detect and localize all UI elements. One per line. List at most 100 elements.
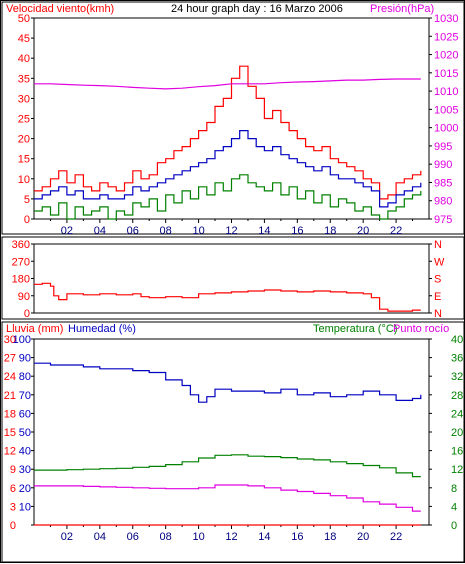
wind-xtick-label: 08 [160,225,172,237]
climate-xtick-label: 08 [160,531,172,543]
rain-axis-label: Lluvia (mm) [6,323,63,335]
pressure-axis-tick-label: 1010 [434,86,458,98]
pressure-axis-tick-label: 1000 [434,123,458,135]
compass-axis-tick-label: S [434,274,441,286]
climate-xtick-label: 10 [192,531,204,543]
wind-axis-tick-label: 10 [18,174,30,186]
temp-axis-tick-label: 16 [451,446,463,458]
wind-xtick-label: 12 [225,225,237,237]
series-min [34,174,422,220]
dew-point-axis-label: Punto rocío [393,323,449,335]
climate-xtick-label: 06 [127,531,139,543]
climate-xtick-label: 16 [291,531,303,543]
temp-axis-tick-label: 20 [451,427,463,439]
pressure-axis-tick-label: 1025 [434,31,458,43]
panel-3-frame [1,321,465,563]
panel-1-frame [1,1,465,235]
series-temp [34,454,421,478]
wind-axis-tick-label: 50 [18,13,30,25]
series-direction [34,282,421,312]
rain-axis-tick-label: 30 [4,334,16,346]
humidity-axis-tick-label: 90 [19,353,31,365]
temp-axis-tick-label: 32 [451,371,463,383]
wind-axis-tick-label: 5 [24,194,30,206]
pressure-axis-tick-label: 1020 [434,50,458,62]
climate-xtick-label: 22 [390,531,402,543]
direction-axis-tick-label: 180 [12,274,30,286]
wind-xtick-label: 10 [192,225,204,237]
direction-plot-area [33,243,430,314]
pressure-axis-tick-label: 985 [434,177,452,189]
wind-xtick-label: 14 [258,225,270,237]
humidity-axis-tick-label: 20 [19,483,31,495]
panel-2-frame [1,236,465,320]
temp-axis-tick-label: 8 [451,483,457,495]
climate-xtick-label: 18 [324,531,336,543]
wind-xtick-label: 04 [94,225,106,237]
temp-axis-tick-label: 4 [451,501,457,513]
rain-axis-tick-label: 24 [4,371,16,383]
series-gust [34,65,422,200]
climate-xtick-label: 20 [357,531,369,543]
humidity-axis-tick-label: 50 [19,427,31,439]
rain-axis-tick-label: 12 [4,446,16,458]
wind-axis-tick-label: 25 [18,114,30,126]
pressure-axis-tick-label: 1015 [434,68,458,80]
wind-xtick-label: 20 [357,225,369,237]
pressure-axis-tick-label: 990 [434,159,452,171]
wind-axis-tick-label: 45 [18,33,30,45]
temp-axis-tick-label: 28 [451,390,463,402]
rain-axis-tick-label: 6 [10,483,16,495]
wind-axis-label: Velocidad viento(kmh) [6,3,114,15]
wind-xtick-label: 02 [61,225,73,237]
wind-axis-tick-label: 20 [18,134,30,146]
pressure-axis-tick-label: 1030 [434,13,458,25]
series-speed [34,130,422,208]
direction-axis-tick-label: 360 [12,239,30,251]
series-pressure [34,78,421,90]
compass-axis-tick-label: E [434,291,441,303]
temp-axis-tick-label: 0 [451,520,457,532]
temp-axis-tick-label: 24 [451,408,463,420]
climate-xtick-label: 02 [61,531,73,543]
series-humidity [34,362,422,403]
rain-axis-tick-label: 18 [4,408,16,420]
pressure-axis-label: Presión(hPa) [370,3,434,15]
rain-axis-tick-label: 15 [4,427,16,439]
chart-title: 24 hour graph day : 16 Marzo 2006 [171,3,343,15]
wind-axis-tick-label: 30 [18,93,30,105]
direction-axis-tick-label: 0 [24,308,30,320]
wind-axis-tick-label: 15 [18,154,30,166]
humidity-axis-tick-label: 30 [19,464,31,476]
compass-axis-tick-label: N [434,308,442,320]
temp-axis-tick-label: 36 [451,353,463,365]
direction-axis-tick-label: 270 [12,256,30,268]
wind-axis-tick-label: 40 [18,53,30,65]
compass-axis-tick-label: W [434,256,445,268]
humidity-axis-label: Humedad (%) [68,323,136,335]
wind-xtick-label: 06 [127,225,139,237]
wind-xtick-label: 18 [324,225,336,237]
pressure-axis-tick-label: 975 [434,214,452,226]
rain-axis-tick-label: 9 [10,464,16,476]
temperature-axis-label: Temperatura (°C) [313,323,397,335]
pressure-axis-tick-label: 995 [434,141,452,153]
rain-axis-tick-label: 21 [4,390,16,402]
humidity-axis-tick-label: 60 [19,408,31,420]
humidity-axis-tick-label: 40 [19,446,31,458]
climate-plot-area [33,338,430,526]
climate-xtick-label: 14 [258,531,270,543]
rain-axis-tick-label: 27 [4,353,16,365]
pressure-axis-tick-label: 980 [434,196,452,208]
rain-axis-tick-label: 0 [10,520,16,532]
series-dew [34,484,421,512]
wind-axis-tick-label: 35 [18,73,30,85]
rain-axis-tick-label: 3 [10,501,16,513]
wind-axis-tick-label: 0 [24,214,30,226]
humidity-axis-tick-label: 70 [19,390,31,402]
humidity-axis-tick-label: 80 [19,371,31,383]
wind-xtick-label: 16 [291,225,303,237]
climate-xtick-label: 12 [225,531,237,543]
compass-axis-tick-label: N [434,239,442,251]
pressure-axis-tick-label: 1005 [434,104,458,116]
